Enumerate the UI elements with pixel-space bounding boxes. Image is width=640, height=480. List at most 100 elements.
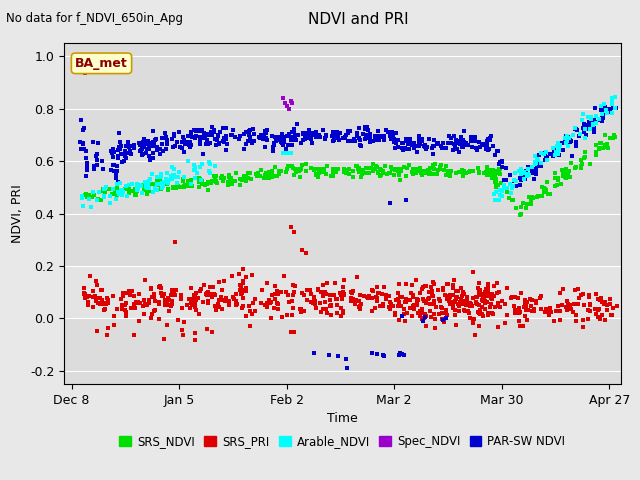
Point bbox=[182, 301, 192, 309]
Point bbox=[236, 283, 246, 291]
Point bbox=[379, 353, 389, 360]
Point bbox=[121, 155, 131, 162]
Point bbox=[529, 307, 539, 315]
Point bbox=[456, 143, 467, 150]
Point bbox=[75, 139, 85, 146]
Point bbox=[114, 144, 124, 151]
Point bbox=[483, 280, 493, 288]
Point bbox=[109, 322, 119, 329]
Point bbox=[205, 160, 215, 168]
Point bbox=[311, 132, 321, 140]
Point bbox=[186, 296, 196, 304]
Point bbox=[157, 134, 167, 142]
Point bbox=[159, 296, 170, 303]
Point bbox=[88, 293, 99, 301]
Point bbox=[115, 138, 125, 146]
Point bbox=[541, 154, 552, 162]
Point bbox=[239, 130, 249, 138]
Point bbox=[373, 132, 383, 140]
Point bbox=[122, 182, 132, 190]
Point bbox=[467, 268, 477, 276]
Point bbox=[418, 317, 428, 325]
Point bbox=[100, 305, 110, 312]
Point bbox=[257, 286, 267, 294]
Point bbox=[148, 154, 158, 162]
Point bbox=[340, 132, 350, 140]
Point bbox=[189, 167, 199, 174]
Point bbox=[328, 172, 338, 180]
Point bbox=[220, 298, 230, 305]
Point bbox=[288, 304, 298, 312]
Point bbox=[502, 311, 513, 318]
Point bbox=[298, 289, 308, 297]
Point bbox=[358, 167, 368, 174]
Point bbox=[465, 167, 475, 175]
Point bbox=[238, 295, 248, 302]
Point bbox=[195, 134, 205, 142]
Point bbox=[161, 133, 172, 141]
Point bbox=[566, 305, 577, 313]
Point bbox=[580, 134, 590, 142]
Point bbox=[239, 130, 250, 138]
Point bbox=[144, 184, 154, 192]
Point bbox=[462, 293, 472, 301]
Point bbox=[198, 299, 208, 306]
Point bbox=[445, 293, 455, 301]
Point bbox=[339, 290, 349, 298]
Point bbox=[227, 174, 237, 181]
Point bbox=[206, 129, 216, 136]
Point bbox=[596, 111, 607, 119]
Point bbox=[493, 160, 504, 168]
Point bbox=[449, 282, 459, 289]
Point bbox=[520, 312, 530, 319]
Point bbox=[419, 143, 429, 150]
Point bbox=[325, 291, 335, 299]
Point bbox=[441, 171, 451, 179]
Point bbox=[580, 132, 591, 139]
Point bbox=[477, 310, 487, 318]
Point bbox=[214, 303, 224, 311]
Point bbox=[237, 177, 248, 184]
Point bbox=[506, 294, 516, 302]
Point bbox=[197, 126, 207, 134]
Point bbox=[519, 175, 529, 183]
Point bbox=[539, 184, 549, 192]
Point bbox=[510, 306, 520, 314]
Point bbox=[138, 142, 148, 149]
Point bbox=[300, 132, 310, 140]
Point bbox=[139, 186, 149, 193]
Point bbox=[492, 179, 502, 187]
Point bbox=[316, 168, 326, 176]
Point bbox=[547, 308, 557, 316]
Point bbox=[465, 314, 476, 322]
Point bbox=[182, 132, 193, 140]
Point bbox=[424, 135, 434, 143]
Point bbox=[109, 190, 119, 198]
Point bbox=[314, 131, 324, 139]
Point bbox=[607, 97, 618, 105]
Point bbox=[452, 139, 463, 147]
Point bbox=[241, 173, 252, 180]
Point bbox=[550, 307, 561, 314]
Point bbox=[118, 150, 129, 158]
Point bbox=[298, 136, 308, 144]
Point bbox=[278, 141, 288, 148]
Point bbox=[148, 188, 158, 196]
Point bbox=[492, 168, 502, 176]
Point bbox=[365, 138, 375, 146]
Point bbox=[354, 297, 364, 305]
Point bbox=[136, 151, 147, 159]
Point bbox=[579, 128, 589, 136]
Point bbox=[195, 133, 205, 141]
Point bbox=[308, 129, 319, 137]
Point bbox=[364, 164, 374, 172]
Point bbox=[397, 294, 407, 301]
Point bbox=[170, 291, 180, 299]
Point bbox=[218, 176, 228, 184]
Point bbox=[385, 298, 396, 306]
Point bbox=[429, 310, 439, 318]
Point bbox=[584, 118, 595, 126]
Point bbox=[395, 165, 405, 173]
Point bbox=[333, 353, 343, 360]
Point bbox=[163, 185, 173, 193]
